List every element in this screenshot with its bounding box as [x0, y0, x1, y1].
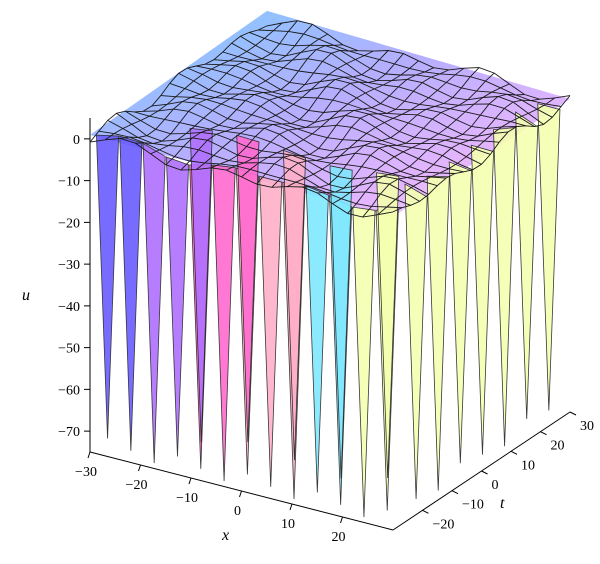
surface-spike: [493, 126, 517, 447]
z-axis-title: u: [22, 287, 30, 304]
surface-spike: [426, 175, 450, 491]
x-tick: [289, 503, 293, 511]
surface-spike: [470, 144, 494, 455]
surface-spike: [448, 161, 472, 464]
surface-spike: [142, 142, 166, 464]
surface-spike: [259, 175, 283, 487]
z-tick-label: 0: [73, 133, 80, 148]
t-tick-label: 20: [551, 439, 565, 454]
surface-spike: [376, 172, 400, 478]
t-tick-label: 30: [580, 419, 594, 434]
surface-grid-line: [205, 63, 509, 137]
surface-spike: [329, 165, 353, 479]
surface-spike: [352, 206, 376, 518]
surface-grid-line: [178, 72, 482, 165]
t-tick-label: −20: [433, 517, 455, 532]
surface-grid-line: [151, 101, 455, 174]
surface-grid-line: [231, 42, 535, 127]
x-tick: [138, 464, 141, 472]
surface-grid-line: [143, 108, 447, 179]
t-tick: [540, 431, 547, 436]
surface-grid-line: [222, 51, 526, 127]
z-tick-label: −10: [58, 175, 80, 190]
x-tick-label: 10: [281, 517, 295, 532]
surface: [89, 10, 571, 518]
surface-grid-line: [196, 65, 500, 143]
z-tick-label: −40: [58, 300, 80, 315]
t-axis-title: t: [500, 495, 505, 512]
surface-grid-line: [213, 59, 517, 130]
t-tick-label: 10: [521, 458, 535, 473]
x-axis-title: x: [221, 527, 229, 544]
t-tick: [422, 509, 429, 514]
t-tick-label: −10: [462, 498, 484, 513]
x-tick: [87, 451, 91, 459]
x-tick-label: −20: [126, 478, 148, 493]
surface-grid-line: [134, 111, 438, 187]
surface-grid-line: [258, 29, 562, 107]
surface-spike: [404, 183, 428, 500]
surface-grid-line: [89, 138, 394, 218]
surface-grid-line: [98, 130, 402, 209]
surface-spike: [165, 156, 189, 457]
z-tick-label: −30: [58, 258, 80, 273]
surface-spike: [212, 164, 236, 482]
z-tick-label: −50: [58, 342, 80, 357]
z-tick-label: −60: [58, 383, 80, 398]
surface-spike: [515, 111, 539, 420]
x-tick-label: −30: [75, 465, 97, 480]
surface-grid-line: [187, 67, 491, 155]
t-tick: [451, 490, 459, 495]
surface-spike: [282, 149, 306, 461]
x-tick-label: −10: [176, 491, 198, 506]
surface-spike: [236, 134, 260, 442]
surface-spike: [96, 134, 120, 439]
x-tick: [188, 477, 192, 485]
surface-grid-line: [116, 112, 420, 202]
surface-grid-line: [160, 95, 464, 173]
surface-grid-line: [249, 31, 553, 118]
t-tick-label: 0: [492, 478, 499, 493]
z-tick-label: −20: [58, 216, 80, 231]
x-tick-label: 20: [332, 530, 346, 545]
surface-spike: [305, 185, 329, 493]
surface-grid-line: [240, 35, 544, 125]
x-tick: [340, 516, 343, 524]
t-tick: [481, 470, 488, 475]
surface-grid-line: [169, 82, 473, 171]
surface-grid-line: [125, 110, 429, 195]
surface-spike: [189, 127, 213, 443]
surface-spike: [119, 135, 143, 451]
surface-spike: [537, 103, 561, 411]
ticks: 0−10−20−30−40−50−60−70−30−20−1001020−20−…: [58, 133, 594, 545]
surface-grid-line: [107, 120, 411, 206]
x-tick: [239, 490, 242, 498]
surface-grid-line: [266, 20, 571, 100]
x-tick-label: 0: [234, 504, 241, 519]
t-tick: [569, 411, 577, 416]
t-tick: [510, 450, 518, 455]
z-tick-label: −70: [58, 425, 80, 440]
